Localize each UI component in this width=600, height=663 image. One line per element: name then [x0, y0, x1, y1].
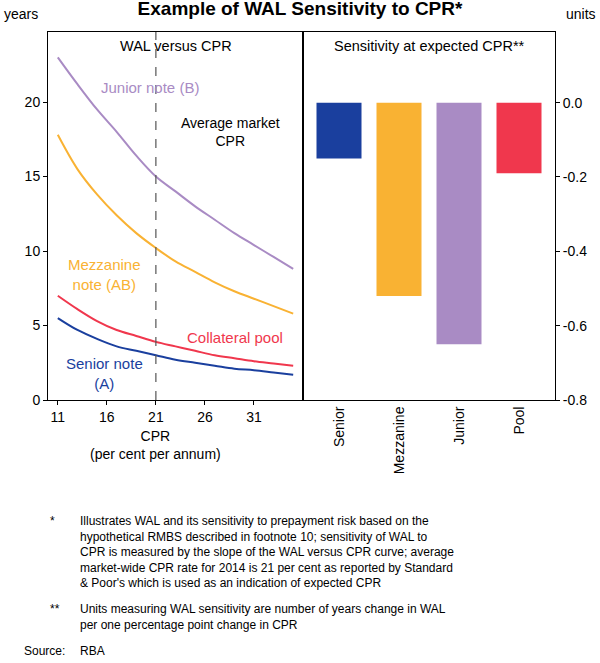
- svg-text:0.0: 0.0: [563, 95, 583, 111]
- svg-text:26: 26: [197, 409, 213, 425]
- svg-text:0: 0: [32, 392, 40, 408]
- svg-text:Mezzanine: Mezzanine: [391, 406, 407, 474]
- svg-text:5: 5: [32, 317, 40, 333]
- svg-text:Units measuring WAL sensitivit: Units measuring WAL sensitivity are numb…: [80, 602, 446, 632]
- svg-text:16: 16: [99, 409, 115, 425]
- svg-text:20: 20: [25, 94, 41, 110]
- svg-text:RBA: RBA: [80, 644, 105, 658]
- svg-text:Junior note (B): Junior note (B): [101, 79, 199, 96]
- svg-text:Junior: Junior: [451, 406, 467, 444]
- svg-text:**: **: [50, 602, 60, 616]
- svg-text:21: 21: [148, 409, 164, 425]
- svg-text:-0.6: -0.6: [563, 318, 587, 334]
- svg-text:Illustrates WAL and its sensit: Illustrates WAL and its sensitivity to p…: [80, 514, 454, 590]
- svg-text:15: 15: [25, 168, 41, 184]
- svg-text:Example of WAL Sensitivity to: Example of WAL Sensitivity to CPR*: [138, 0, 463, 19]
- svg-text:10: 10: [25, 243, 41, 259]
- svg-text:Senior: Senior: [331, 406, 347, 447]
- svg-text:Average marketCPR: Average marketCPR: [181, 115, 280, 149]
- svg-text:11: 11: [51, 409, 66, 425]
- svg-text:Sensitivity at expected CPR**: Sensitivity at expected CPR**: [334, 38, 525, 54]
- svg-text:Senior note(A): Senior note(A): [66, 355, 143, 392]
- svg-text:31: 31: [246, 409, 262, 425]
- svg-text:Collateral pool: Collateral pool: [187, 329, 283, 346]
- svg-text:units: units: [566, 6, 596, 22]
- svg-text:-0.2: -0.2: [563, 169, 587, 185]
- svg-text:*: *: [50, 514, 55, 528]
- svg-text:WAL versus CPR: WAL versus CPR: [120, 38, 232, 54]
- svg-text:CPR(per cent per annum): CPR(per cent per annum): [90, 428, 221, 462]
- svg-text:Mezzaninenote (AB): Mezzaninenote (AB): [68, 256, 141, 293]
- svg-text:years: years: [4, 6, 38, 22]
- svg-text:-0.4: -0.4: [563, 243, 587, 259]
- svg-text:-0.8: -0.8: [563, 392, 587, 408]
- svg-text:Pool: Pool: [511, 407, 527, 435]
- svg-text:Source:: Source:: [24, 644, 65, 658]
